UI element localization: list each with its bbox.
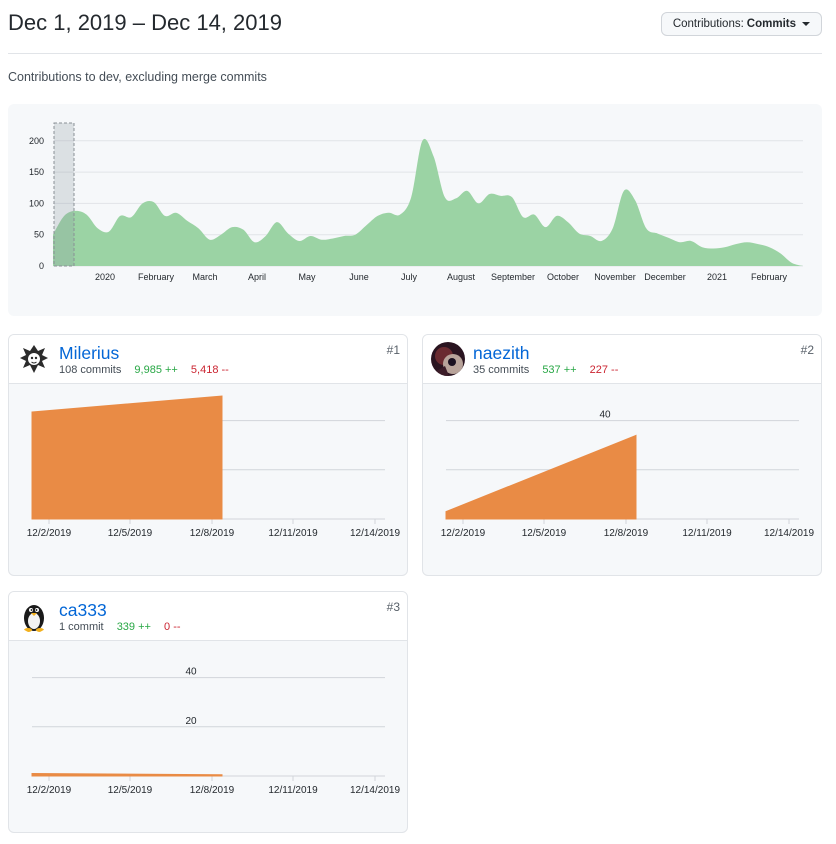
overview-x-tick-label: March	[192, 272, 217, 282]
contributions-select-button[interactable]: Contributions: Commits	[660, 12, 822, 36]
contributor-chart: 12/2/2019 12/5/2019 12/8/2019 12/11/2019 12/…	[27, 395, 400, 539]
additions-count: 9,985 ++	[134, 364, 178, 376]
overview-x-tick-label: 2021	[707, 272, 727, 282]
page-subtitle: Contributions to dev, excluding merge co…	[8, 70, 267, 84]
contributor-card-header: Milerius 108 commits 9,985 ++ 5,418 -- #…	[9, 335, 407, 384]
overview-x-tick-label: December	[644, 272, 686, 282]
x-tick-label: 12/5/2019	[108, 785, 153, 796]
x-tick-label: 12/2/2019	[27, 785, 72, 796]
caret-down-icon	[802, 22, 810, 26]
overview-area	[53, 138, 803, 266]
x-tick-label: 12/2/2019	[441, 528, 486, 539]
select-prefix: Contributions:	[672, 18, 744, 30]
contributor-card: Milerius 108 commits 9,985 ++ 5,418 -- #…	[8, 334, 408, 576]
x-tick-label: 12/11/2019	[682, 528, 732, 539]
selected-range-brush[interactable]	[53, 122, 75, 267]
overview-chart-panel[interactable]: 0 50 100 150 200 2020 February March April May Jun…	[8, 104, 822, 316]
chart-grid-label: 40	[599, 410, 611, 421]
overview-chart[interactable]: 0 50 100 150 200 2020 February March April May Jun…	[8, 104, 822, 316]
chart-grid-label: 20	[185, 716, 197, 727]
overview-x-tick-label: May	[298, 272, 316, 282]
penguin-avatar[interactable]	[17, 599, 51, 633]
date-range-title: Dec 1, 2019 – Dec 14, 2019	[8, 10, 282, 35]
lion-avatar[interactable]	[17, 342, 51, 376]
contributor-name-link[interactable]: ca333	[59, 600, 107, 620]
contributor-chart: 40 12/2/2019 12/5/2019 12/8/2019 12/11/2019 1…	[441, 410, 815, 539]
overview-x-tick-label: August	[447, 272, 476, 282]
x-tick-label: 12/14/2019	[350, 785, 400, 796]
x-tick-label: 12/14/2019	[764, 528, 814, 539]
additions-count: 339 ++	[116, 621, 151, 633]
contributor-rank: #2	[800, 343, 814, 357]
x-tick-label: 12/5/2019	[108, 528, 153, 539]
contributor-name-link[interactable]: Milerius	[59, 343, 120, 363]
contributor-name-link[interactable]: naezith	[473, 343, 530, 363]
contribution-area	[445, 434, 637, 520]
x-tick-label: 12/11/2019	[268, 785, 318, 796]
commit-count[interactable]: 1 commit	[59, 621, 104, 633]
x-tick-label: 12/5/2019	[522, 528, 567, 539]
additions-count: 537 ++	[542, 364, 577, 376]
select-value: Commits	[746, 18, 796, 30]
contributor-rank: #3	[386, 600, 400, 614]
overview-y-tick-label: 100	[29, 198, 44, 208]
x-tick-label: 12/14/2019	[350, 528, 400, 539]
contributor-card-header: ca333 1 commit 339 ++ 0 -- #3	[9, 592, 407, 641]
deletions-count: 0 --	[164, 621, 181, 633]
contribution-area	[31, 395, 223, 520]
overview-x-tick-label: February	[751, 272, 788, 282]
x-tick-label: 12/2/2019	[27, 528, 72, 539]
overview-y-tick-label: 150	[29, 167, 44, 177]
x-tick-label: 12/11/2019	[268, 528, 318, 539]
x-tick-label: 12/8/2019	[190, 528, 235, 539]
overview-x-tick-label: November	[594, 272, 636, 282]
overview-x-tick-label: October	[547, 272, 579, 282]
overview-x-tick-label: June	[349, 272, 369, 282]
commit-count[interactable]: 108 commits	[59, 364, 122, 376]
contributor-card-header: naezith 35 commits 537 ++ 227 -- #2	[423, 335, 821, 384]
overview-x-tick-label: February	[138, 272, 175, 282]
overview-x-tick-label: 2020	[95, 272, 115, 282]
page-header: Dec 1, 2019 – Dec 14, 2019 Contributions…	[8, 0, 822, 54]
deletions-count: 227 --	[589, 364, 619, 376]
contributor-card: naezith 35 commits 537 ++ 227 -- #2 40 12…	[422, 334, 822, 576]
contributor-stats: 108 commits 9,985 ++ 5,418 --	[59, 364, 229, 376]
x-tick-label: 12/8/2019	[190, 785, 235, 796]
chart-grid-label: 40	[185, 667, 197, 678]
overview-y-tick-label: 200	[29, 136, 44, 146]
overview-y-tick-label: 0	[39, 261, 44, 271]
commit-count[interactable]: 35 commits	[473, 364, 530, 376]
character-avatar[interactable]	[431, 342, 465, 376]
contributor-stats: 1 commit 339 ++ 0 --	[59, 621, 181, 633]
contributor-stats: 35 commits 537 ++ 227 --	[473, 364, 618, 376]
overview-x-tick-label: April	[248, 272, 266, 282]
x-tick-label: 12/8/2019	[604, 528, 649, 539]
contribution-area	[31, 773, 223, 777]
contributor-rank: #1	[386, 343, 400, 357]
overview-x-tick-label: July	[401, 272, 418, 282]
contributor-chart: 40 20 12/2/2019 12/5/2019 12/8/2019 12/11/201…	[27, 667, 401, 796]
overview-y-tick-label: 50	[34, 230, 44, 240]
contributor-card: ca333 1 commit 339 ++ 0 -- #3 40 20 12/2/2…	[8, 591, 408, 833]
overview-x-tick-label: September	[491, 272, 535, 282]
deletions-count: 5,418 --	[190, 364, 229, 376]
